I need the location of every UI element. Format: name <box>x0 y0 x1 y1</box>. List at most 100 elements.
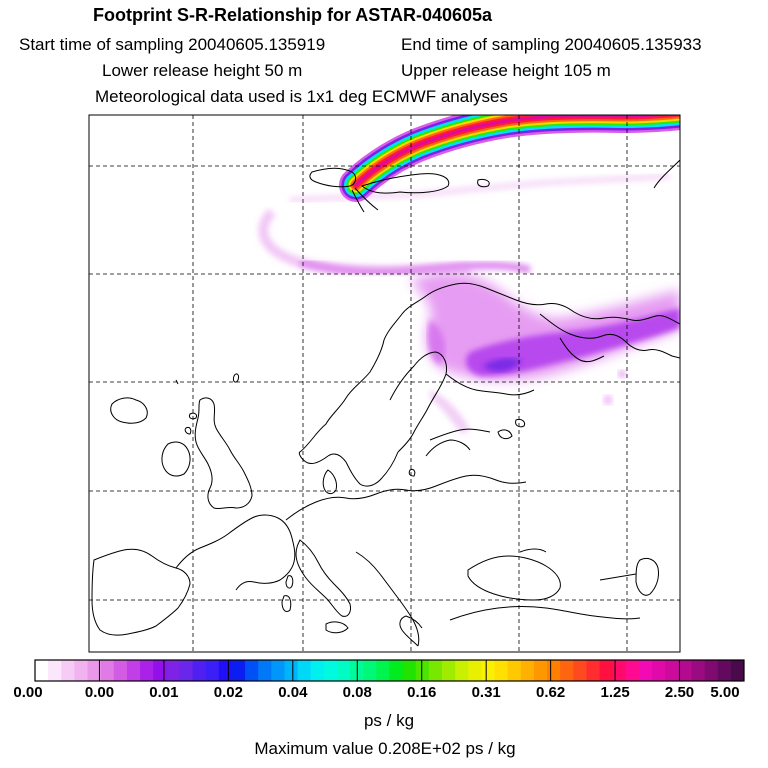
colorbar-swatch <box>547 660 561 681</box>
colorbar-swatch <box>691 660 706 681</box>
colorbar-swatch <box>284 660 298 681</box>
footprint-field <box>258 173 680 434</box>
turkey <box>449 606 641 621</box>
shetland <box>233 373 239 383</box>
norway-south <box>298 451 329 465</box>
colorbar-swatch <box>520 660 535 681</box>
colorbar-swatch <box>205 660 220 681</box>
colorbar-tick-label: 1.25 <box>600 684 630 701</box>
colorbar-tick-label: 0.02 <box>213 684 243 701</box>
corsica-sardinia <box>281 575 294 613</box>
italy <box>295 539 351 617</box>
colorbar-swatch <box>140 660 154 681</box>
britain <box>194 397 253 510</box>
colorbar-swatch <box>730 660 745 681</box>
colorbar-swatch <box>481 660 495 681</box>
colorbar-swatch <box>625 660 640 681</box>
colorbar-swatch <box>560 660 574 681</box>
scandinavia-coast <box>299 282 680 453</box>
europe-north-coast <box>285 474 527 521</box>
colorbar-swatch <box>218 660 233 681</box>
colorbar-swatch <box>468 660 482 681</box>
colorbar-swatch <box>494 660 509 681</box>
colorbar-swatch <box>428 660 443 681</box>
footprint-arc-inner <box>299 258 532 277</box>
lower-height-label: Lower release height 50 m <box>102 61 303 80</box>
colorbar-tick-label: 2.50 <box>664 684 695 701</box>
colorbar-swatch <box>533 660 548 681</box>
colorbar-swatch <box>48 660 62 681</box>
colorbar-swatch <box>415 660 430 681</box>
colorbar-tick-label: 5.00 <box>710 684 740 701</box>
colorbar-swatch <box>297 660 312 681</box>
colorbar-tick-label: 0.08 <box>342 684 372 701</box>
max-value-label: Maximum value 0.208E+02 ps / kg <box>254 739 516 758</box>
colorbar-swatch <box>665 660 679 681</box>
colorbar-swatch <box>310 660 325 681</box>
russia-lakes <box>497 419 525 440</box>
colorbar-swatch <box>442 660 456 681</box>
colorbar-swatch <box>717 660 732 681</box>
iceland <box>110 397 148 424</box>
svalbard-coast <box>309 167 357 188</box>
greece <box>399 615 423 647</box>
colorbar-swatch <box>100 660 115 681</box>
footprint-core-dark <box>482 358 522 372</box>
kvitoya <box>477 179 490 188</box>
start-time-label: Start time of sampling 20040605.135919 <box>19 35 326 54</box>
plot-title: Footprint S-R-Relationship for ASTAR-040… <box>93 5 493 25</box>
footprint-core <box>465 308 680 377</box>
svalbard-south <box>351 187 379 213</box>
upper-height-label: Upper release height 105 m <box>401 61 611 80</box>
colorbar-swatch <box>638 660 653 681</box>
caspian <box>635 557 659 596</box>
plume-contour <box>354 115 676 187</box>
colorbar-swatch <box>573 660 587 681</box>
black-sea <box>467 555 561 601</box>
gulf-of-finland <box>429 428 491 441</box>
sweden-south <box>327 451 399 487</box>
scotland-isles <box>184 412 197 435</box>
ireland <box>161 441 191 477</box>
colorbar-swatch <box>376 660 390 681</box>
colorbar-swatch <box>271 660 285 681</box>
colorbar-swatch <box>363 660 377 681</box>
colorbar-swatch <box>402 660 417 681</box>
colorbar-swatch <box>192 660 207 681</box>
caucasus-coast <box>599 573 637 581</box>
sicily <box>325 621 349 634</box>
footprint-bay <box>428 320 446 365</box>
coastlines <box>91 159 680 647</box>
colorbar-tick-label: 0.62 <box>536 684 566 701</box>
colorbar-swatch <box>704 660 719 681</box>
colorbar-swatch <box>507 660 522 681</box>
france <box>175 514 296 591</box>
colorbar-swatch <box>87 660 102 681</box>
colorbar-swatch <box>389 660 404 681</box>
azov <box>519 548 547 553</box>
map-frame <box>88 114 681 653</box>
colorbar-swatch <box>61 660 75 681</box>
colorbar-swatch <box>678 660 692 681</box>
colorbar-swatch <box>126 660 141 681</box>
footprint-arc <box>258 208 471 276</box>
colorbar-tick-label: 0.00 <box>84 684 115 701</box>
colorbar-swatch <box>153 660 167 681</box>
colorbar-tick-label: 0.04 <box>278 684 308 701</box>
iberia <box>91 548 191 636</box>
colorbar-swatch <box>166 660 180 681</box>
colorbar <box>34 659 745 682</box>
colorbar-unit: ps / kg <box>363 711 415 730</box>
colorbar-swatch <box>35 660 49 681</box>
colorbar-tick-label: 0.01 <box>149 684 179 701</box>
colorbar-swatch <box>599 660 614 681</box>
footprint-spot <box>618 370 626 378</box>
colorbar-swatch <box>323 660 338 681</box>
denmark <box>322 469 337 495</box>
colorbar-swatch <box>231 660 246 681</box>
russia-north-coast <box>653 159 680 189</box>
white-sea <box>559 337 605 363</box>
colorbar-swatch <box>586 660 600 681</box>
colorbar-tick-label: 0.16 <box>407 684 437 701</box>
